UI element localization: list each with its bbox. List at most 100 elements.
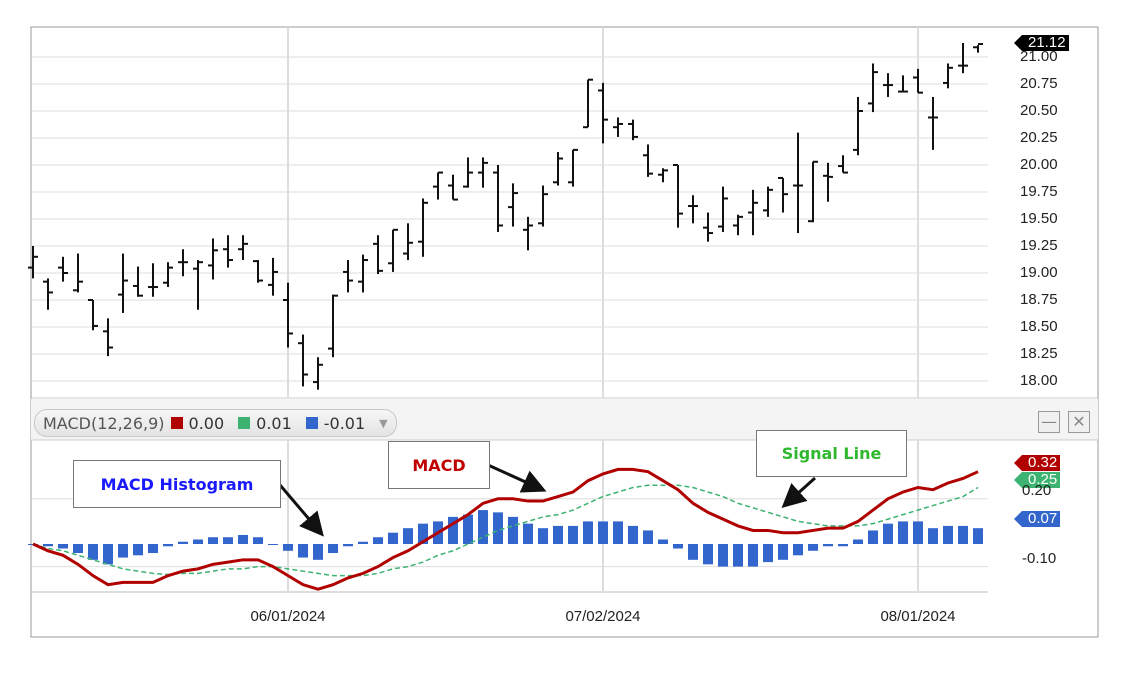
- histogram-bar: [823, 544, 833, 547]
- price-tick-label: 20.00: [1020, 156, 1058, 173]
- annotation-arrow: [781, 476, 817, 509]
- ohlc-bar: [583, 78, 593, 129]
- close-icon: ✕: [1072, 412, 1086, 431]
- annotation-macd-histogram: MACD Histogram: [73, 460, 281, 508]
- ohlc-bar: [88, 299, 98, 331]
- minimize-icon: —: [1041, 412, 1057, 431]
- histogram-bar: [373, 537, 383, 544]
- ohlc-bar: [133, 266, 143, 297]
- ohlc-bar: [148, 263, 158, 297]
- histogram-bar: [778, 544, 788, 560]
- histogram-bar: [853, 539, 863, 544]
- ohlc-bar: [433, 171, 443, 200]
- ohlc-bar: [838, 155, 848, 174]
- ohlc-bar: [328, 294, 338, 358]
- date-tick-label: 08/01/2024: [880, 608, 956, 625]
- macd-legend-pill[interactable]: MACD(12,26,9) 0.00 0.01 -0.01 ▼: [34, 409, 397, 437]
- histogram-bar: [73, 544, 83, 554]
- ohlc-bar: [298, 334, 308, 387]
- ohlc-bar: [523, 216, 533, 251]
- histogram-bar: [883, 523, 893, 544]
- histogram-bar: [163, 544, 173, 547]
- macd-tick-label: -0.10: [1022, 549, 1057, 567]
- ohlc-bar: [73, 253, 83, 293]
- ohlc-bar: [973, 43, 983, 53]
- signal-line: [32, 484, 979, 577]
- histogram-bar: [643, 530, 653, 544]
- ohlc-bar: [748, 189, 758, 236]
- macd-swatch: [170, 417, 183, 429]
- histogram-bar: [838, 544, 848, 547]
- ohlc-bar: [508, 183, 518, 227]
- ohlc-bar: [823, 162, 833, 202]
- last-price-tag: 21.12: [1014, 35, 1069, 51]
- ohlc-bar: [208, 238, 218, 280]
- histogram-bar: [958, 525, 968, 544]
- ohlc-bar: [193, 260, 203, 310]
- histogram-bar: [238, 534, 248, 544]
- histogram-bar: [448, 516, 458, 544]
- annotation-signal-line: Signal Line: [756, 430, 907, 477]
- ohlc-bar: [403, 223, 413, 261]
- histogram-bar: [463, 514, 473, 544]
- price-tick-label: 19.00: [1020, 264, 1058, 281]
- histogram-bar: [568, 525, 578, 544]
- signal-swatch: [238, 417, 251, 429]
- histogram-bar: [973, 528, 983, 544]
- ohlc-bar: [178, 249, 188, 277]
- ohlc-bar: [643, 144, 653, 177]
- price-tick-label: 19.25: [1020, 237, 1058, 254]
- price-tick-label: 20.25: [1020, 129, 1058, 146]
- histogram-value: -0.01: [323, 413, 366, 433]
- ohlc-bar: [718, 186, 728, 232]
- macd-value: 0.00: [188, 413, 225, 433]
- ohlc-bar: [598, 82, 608, 144]
- ohlc-bar: [418, 198, 428, 257]
- ohlc-bar: [553, 152, 563, 186]
- ohlc-bar: [373, 235, 383, 275]
- ohlc-bar: [238, 235, 248, 261]
- ohlc-bar: [28, 246, 38, 279]
- ohlc-bar: [613, 117, 623, 137]
- histogram-bar: [688, 544, 698, 560]
- histogram-bar: [313, 544, 323, 560]
- price-tick-label: 18.25: [1020, 345, 1058, 362]
- histogram-swatch: [305, 417, 318, 429]
- ohlc-bar: [793, 132, 803, 234]
- ohlc-bar: [928, 96, 938, 150]
- histogram-bar: [403, 528, 413, 544]
- ohlc-bar: [268, 257, 278, 296]
- ohlc-bar: [853, 96, 863, 156]
- price-tick-label: 20.75: [1020, 75, 1058, 92]
- ohlc-bar: [448, 174, 458, 201]
- ohlc-bar: [358, 254, 368, 293]
- date-tick-label: 07/02/2024: [565, 608, 641, 625]
- ohlc-bar: [733, 214, 743, 236]
- dropdown-arrow-icon[interactable]: ▼: [379, 416, 388, 430]
- histogram-bar: [928, 528, 938, 544]
- histogram-bar: [343, 544, 353, 547]
- macd-line: [32, 467, 979, 591]
- histogram-bar: [283, 544, 293, 551]
- histogram-bar: [943, 525, 953, 544]
- ohlc-bar: [163, 262, 173, 288]
- annotation-arrow: [278, 484, 324, 537]
- histogram-bar: [538, 528, 548, 544]
- price-tick-label: 18.75: [1020, 291, 1058, 308]
- ohlc-bar: [703, 212, 713, 242]
- histogram-bar: [673, 544, 683, 549]
- histogram-bar: [583, 521, 593, 544]
- histogram-bar: [553, 525, 563, 544]
- ohlc-bar: [568, 148, 578, 187]
- close-panel-button[interactable]: ✕: [1068, 411, 1090, 433]
- histogram-bar: [493, 512, 503, 544]
- histogram-bar: [88, 544, 98, 560]
- ohlc-bar: [808, 160, 818, 223]
- macd-last-tag: 0.32: [1013, 455, 1061, 471]
- ohlc-bar: [673, 164, 683, 228]
- price-tick-label: 18.00: [1020, 372, 1058, 389]
- histogram-bar: [418, 523, 428, 544]
- minimize-panel-button[interactable]: —: [1038, 411, 1060, 433]
- histogram-bar: [268, 544, 278, 545]
